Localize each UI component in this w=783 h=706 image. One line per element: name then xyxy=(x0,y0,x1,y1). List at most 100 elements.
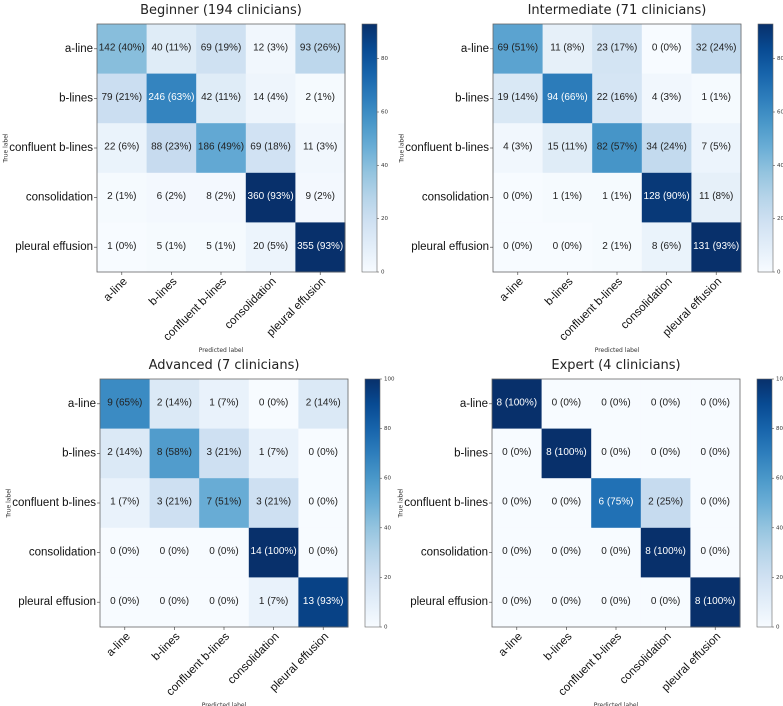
y-tick-label: b-lines xyxy=(59,92,93,104)
x-tick-label: a-line xyxy=(498,276,526,304)
heatmap-cell xyxy=(298,478,349,529)
y-tick-label: pleural effusion xyxy=(410,596,488,608)
cell-value-label: 0 (0%) xyxy=(601,546,630,557)
cell-value-label: 1 (1%) xyxy=(553,191,582,202)
heatmap-cell xyxy=(591,527,642,578)
heatmap-cell xyxy=(541,577,592,628)
cell-value-label: 32 (24%) xyxy=(696,42,737,53)
confusion-matrix-panel: Intermediate (71 clinicians) 69 (51%) 11 (… xyxy=(398,3,783,354)
cell-value-label: 1 (7%) xyxy=(110,497,139,508)
y-axis-label: True label xyxy=(5,488,12,518)
cell-value-label: 42 (11%) xyxy=(201,92,241,103)
x-axis-label: Predicted label xyxy=(202,702,247,706)
cell-value-label: 0 (0%) xyxy=(209,596,238,607)
confusion-matrix-panel: Expert (4 clinicians) 8 (100%) 0 (0%) 0 (0%… xyxy=(397,358,783,706)
colorbar-tick-label: 60 xyxy=(776,476,783,482)
heatmap-cell xyxy=(149,527,200,578)
colorbar-tick-label: 40 xyxy=(384,525,391,531)
heatmap-cell xyxy=(245,73,296,124)
heatmap-cell xyxy=(541,478,592,529)
colorbar-tick-label: 60 xyxy=(381,110,388,116)
cell-value-label: 69 (18%) xyxy=(250,142,291,153)
y-tick-label: b-lines xyxy=(62,447,96,459)
heatmap-cell xyxy=(542,24,593,75)
x-tick-label: b-lines xyxy=(543,275,576,308)
y-tick-label: a-line xyxy=(461,43,489,55)
y-tick-label: b-lines xyxy=(455,92,489,104)
y-axis-label: True label xyxy=(398,133,405,163)
heatmap-cell xyxy=(248,527,299,578)
cell-value-label: 7 (5%) xyxy=(701,142,730,153)
heatmap-cell xyxy=(641,123,692,174)
y-tick-label: consolidation xyxy=(421,547,488,559)
heatmap-cell xyxy=(690,428,741,479)
x-axis-label: Predicted label xyxy=(199,347,244,354)
colorbar xyxy=(361,23,378,273)
cell-value-label: 69 (51%) xyxy=(498,42,539,53)
heatmap-cell xyxy=(97,24,148,75)
heatmap-cell xyxy=(493,123,544,174)
heatmap-cell xyxy=(196,172,247,223)
cell-value-label: 9 (2%) xyxy=(305,191,334,202)
colorbar xyxy=(756,378,773,628)
heatmap-cell xyxy=(641,24,692,75)
cell-value-label: 5 (1%) xyxy=(157,241,186,252)
y-axis-label: True label xyxy=(2,133,9,163)
heatmap-cell xyxy=(691,222,742,273)
cell-value-label: 0 (0%) xyxy=(601,596,630,607)
heatmap-cell xyxy=(492,428,543,479)
cell-value-label: 0 (0%) xyxy=(700,447,729,458)
confusion-matrix-panel: Beginner (194 clinicians) 142 (40%) 40 (11… xyxy=(2,3,388,354)
heatmap-cell xyxy=(248,478,299,529)
colorbar-tick-label: 0 xyxy=(776,625,780,631)
heatmap-cell xyxy=(100,527,151,578)
chart-title: Expert (4 clinicians) xyxy=(551,358,680,373)
colorbar-tick-label: 20 xyxy=(776,575,783,581)
y-tick-label: confluent b-lines xyxy=(9,142,93,154)
cell-value-label: 0 (0%) xyxy=(651,447,680,458)
heatmap-cell xyxy=(149,379,200,430)
heatmap-cell xyxy=(591,428,642,479)
heatmap-cell xyxy=(298,428,349,479)
heatmap-cell xyxy=(97,172,148,223)
cell-value-label: 2 (1%) xyxy=(107,191,136,202)
cell-value-label: 246 (63%) xyxy=(148,92,194,103)
heatmap-cell xyxy=(100,577,151,628)
heatmap-cell xyxy=(248,428,299,479)
cell-value-label: 0 (0%) xyxy=(552,497,581,508)
heatmap-cell xyxy=(542,73,593,124)
heatmap-cell xyxy=(591,577,642,628)
heatmap-cell xyxy=(691,24,742,75)
heatmap-cell xyxy=(196,24,247,75)
cell-value-label: 13 (93%) xyxy=(303,596,344,607)
heatmap-cell xyxy=(492,527,543,578)
heatmap-cell xyxy=(100,478,151,529)
heatmap-cell xyxy=(97,73,148,124)
heatmap-cell xyxy=(199,577,250,628)
heatmap-cell xyxy=(592,73,643,124)
colorbar-tick-label: 40 xyxy=(777,163,783,169)
heatmap-cell xyxy=(146,123,197,174)
cell-value-label: 6 (2%) xyxy=(157,191,186,202)
cell-value-label: 1 (0%) xyxy=(107,241,136,252)
cell-value-label: 360 (93%) xyxy=(248,191,294,202)
heatmap-cell xyxy=(245,222,296,273)
cell-value-label: 94 (66%) xyxy=(547,92,588,103)
heatmap-cell xyxy=(245,123,296,174)
cell-value-label: 11 (3%) xyxy=(303,142,337,153)
cell-value-label: 0 (0%) xyxy=(552,397,581,408)
heatmap-cell xyxy=(691,172,742,223)
cell-value-label: 2 (1%) xyxy=(602,241,631,252)
y-tick-label: a-line xyxy=(65,43,93,55)
cell-value-label: 0 (0%) xyxy=(160,546,189,557)
chart-title: Intermediate (71 clinicians) xyxy=(528,3,707,18)
cell-value-label: 6 (75%) xyxy=(598,497,633,508)
heatmap-cell xyxy=(541,379,592,430)
cell-value-label: 0 (0%) xyxy=(651,397,680,408)
chart-title: Beginner (194 clinicians) xyxy=(140,3,302,18)
cell-value-label: 0 (0%) xyxy=(502,596,531,607)
cell-value-label: 0 (0%) xyxy=(651,596,680,607)
heatmap-cell xyxy=(640,428,691,479)
colorbar-tick-label: 20 xyxy=(384,575,391,581)
x-tick-label: consolidation xyxy=(223,276,279,332)
